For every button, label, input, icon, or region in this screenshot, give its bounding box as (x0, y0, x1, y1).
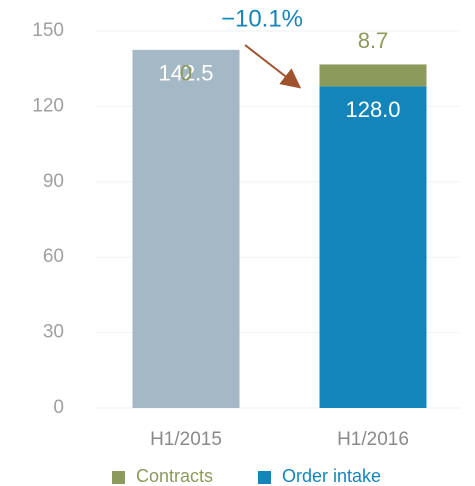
value-label: 0 (180, 61, 192, 86)
bar-segment (319, 86, 427, 408)
legend-label: Order intake (282, 466, 381, 486)
y-tick-label: 30 (43, 322, 64, 343)
x-tick-label: H1/2016 (337, 429, 409, 450)
legend-swatch (258, 471, 271, 484)
annotation: −10.1% (221, 5, 303, 32)
value-label: 8.7 (358, 28, 389, 53)
legend-label: Contracts (136, 466, 213, 486)
y-tick-label: 60 (43, 246, 64, 267)
value-label: 142.5 (158, 61, 213, 86)
value-label: 128.0 (345, 97, 400, 122)
y-tick-label: 120 (32, 95, 64, 116)
bar-segment (132, 49, 240, 408)
x-tick-label: H1/2015 (150, 429, 222, 450)
legend-swatch (112, 471, 125, 484)
y-tick-label: 150 (32, 20, 64, 41)
y-tick-label: 90 (43, 171, 64, 192)
annotation-arrow (244, 44, 302, 89)
y-tick-label: 0 (53, 397, 64, 418)
bar-segment (319, 64, 427, 87)
